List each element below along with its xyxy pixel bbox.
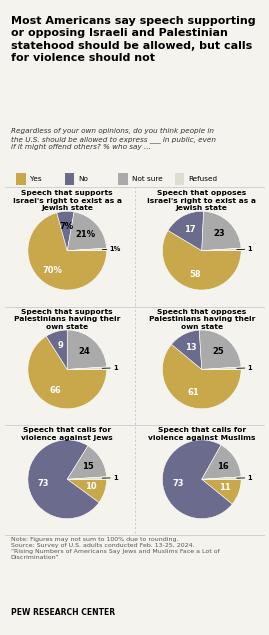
Wedge shape xyxy=(67,479,107,503)
Text: Speech that supports
Israel's right to exist as a
Jewish state: Speech that supports Israel's right to e… xyxy=(13,190,122,211)
Text: 1: 1 xyxy=(102,365,118,371)
Text: 16: 16 xyxy=(217,462,228,471)
Text: 73: 73 xyxy=(38,479,49,488)
Text: Speech that supports
Palestinians having their
own state: Speech that supports Palestinians having… xyxy=(14,309,121,330)
Wedge shape xyxy=(28,336,107,409)
Text: 11: 11 xyxy=(219,483,231,492)
Text: 10: 10 xyxy=(85,483,96,491)
Wedge shape xyxy=(202,479,241,504)
Text: Regardless of your own opinions, do you think people in
the U.S. should be allow: Regardless of your own opinions, do you … xyxy=(11,128,216,150)
Text: 1%: 1% xyxy=(102,246,121,252)
Text: Yes: Yes xyxy=(30,176,41,182)
Wedge shape xyxy=(171,330,202,370)
Wedge shape xyxy=(202,367,241,370)
Wedge shape xyxy=(162,344,241,409)
Text: Refused: Refused xyxy=(188,176,217,182)
Text: Speech that opposes
Israel's right to exist as a
Jewish state: Speech that opposes Israel's right to ex… xyxy=(147,190,256,211)
Wedge shape xyxy=(67,367,107,370)
Text: Note: Figures may not sum to 100% due to rounding.
Source: Survey of U.S. adults: Note: Figures may not sum to 100% due to… xyxy=(11,537,220,560)
Text: 17: 17 xyxy=(185,225,196,234)
Text: 58: 58 xyxy=(189,270,201,279)
Text: 1: 1 xyxy=(237,246,252,252)
Wedge shape xyxy=(162,231,241,290)
Text: Speech that calls for
violence against Muslims: Speech that calls for violence against M… xyxy=(148,427,256,441)
Text: 73: 73 xyxy=(172,479,183,488)
Text: 70%: 70% xyxy=(43,265,62,274)
Text: PEW RESEARCH CENTER: PEW RESEARCH CENTER xyxy=(11,608,115,617)
Text: No: No xyxy=(78,176,88,182)
Wedge shape xyxy=(28,440,99,519)
Text: 1: 1 xyxy=(102,475,118,481)
Wedge shape xyxy=(202,477,241,479)
Wedge shape xyxy=(199,330,241,370)
Wedge shape xyxy=(67,446,107,479)
Text: 24: 24 xyxy=(78,347,90,356)
Text: 15: 15 xyxy=(82,462,94,471)
Text: Not sure: Not sure xyxy=(132,176,162,182)
Text: 7%: 7% xyxy=(59,222,73,231)
Text: 13: 13 xyxy=(185,343,196,352)
Text: Speech that opposes
Palestinians having their
own state: Speech that opposes Palestinians having … xyxy=(148,309,255,330)
Wedge shape xyxy=(202,248,241,251)
Text: 25: 25 xyxy=(212,347,224,356)
Wedge shape xyxy=(202,211,241,251)
Text: 66: 66 xyxy=(49,386,61,396)
Wedge shape xyxy=(28,213,107,290)
Wedge shape xyxy=(67,212,107,251)
Text: Speech that calls for
violence against Jews: Speech that calls for violence against J… xyxy=(21,427,113,441)
Wedge shape xyxy=(67,248,107,251)
Wedge shape xyxy=(67,477,107,479)
Text: 1: 1 xyxy=(237,365,252,371)
Wedge shape xyxy=(46,330,67,370)
Wedge shape xyxy=(162,440,232,519)
Text: 61: 61 xyxy=(187,388,199,397)
Wedge shape xyxy=(67,330,107,370)
Text: 23: 23 xyxy=(213,229,225,237)
Text: 9: 9 xyxy=(58,342,63,351)
Text: 21%: 21% xyxy=(75,230,95,239)
Wedge shape xyxy=(168,211,204,251)
Wedge shape xyxy=(202,445,241,479)
Wedge shape xyxy=(57,211,74,251)
Text: Most Americans say speech supporting
or opposing Israeli and Palestinian
stateho: Most Americans say speech supporting or … xyxy=(11,16,255,63)
Text: 1: 1 xyxy=(237,475,252,481)
